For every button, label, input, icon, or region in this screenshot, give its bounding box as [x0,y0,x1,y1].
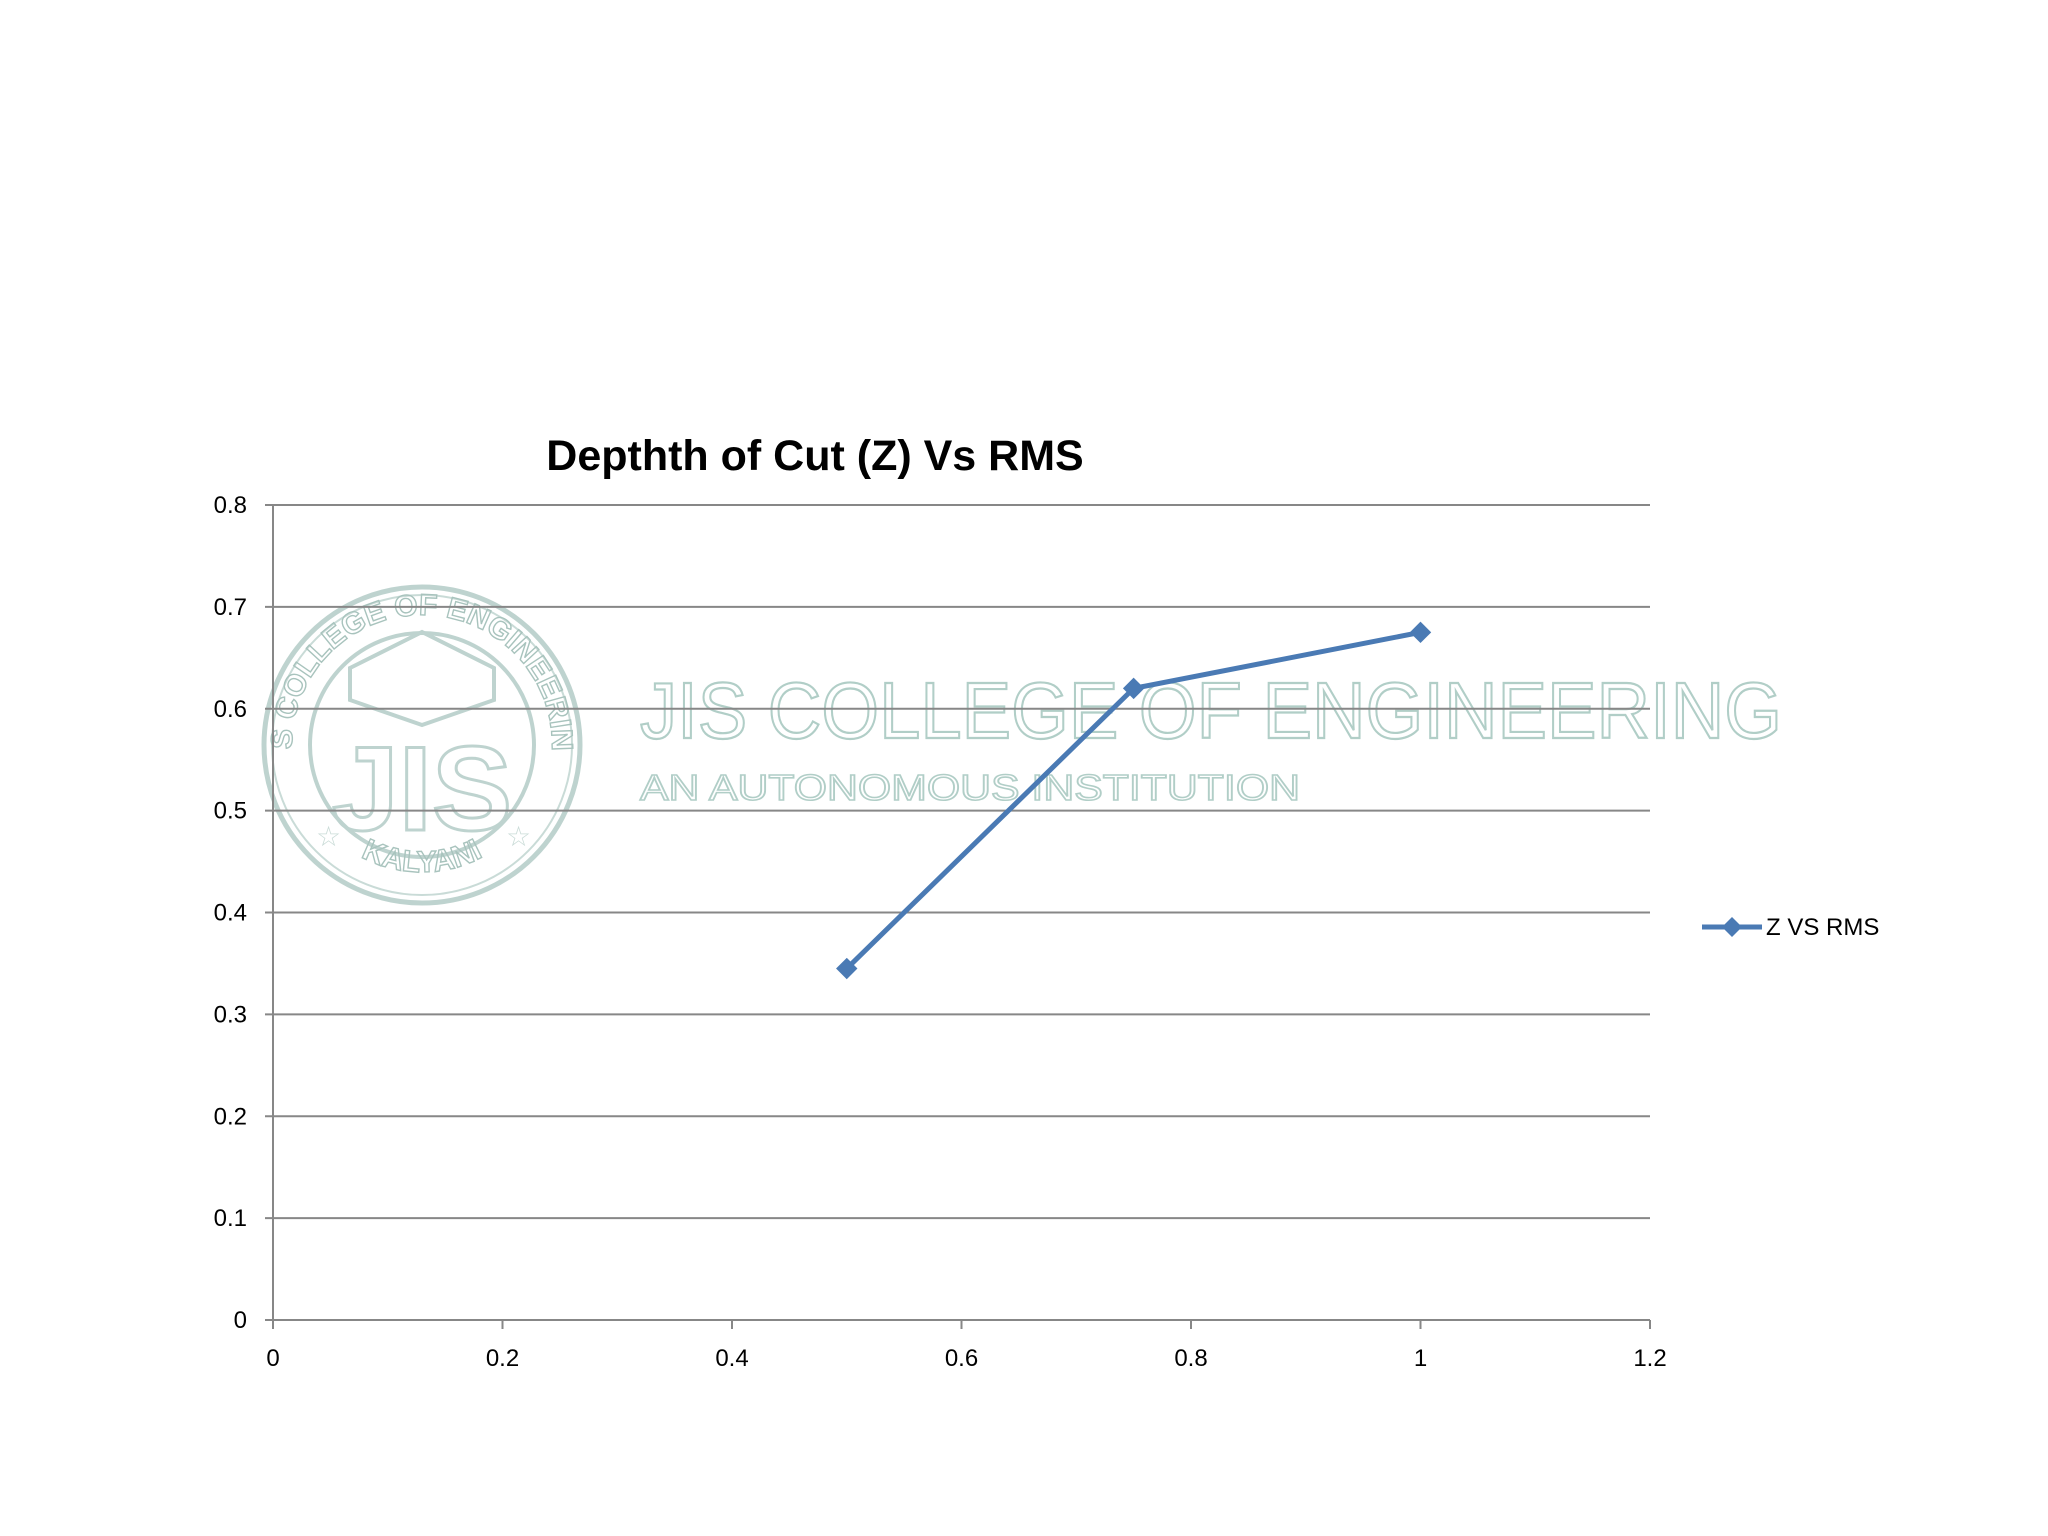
data-point-marker [1409,621,1432,644]
y-tick-label: 0.5 [214,798,247,825]
watermark-cap-icon [348,629,496,728]
y-tick-label: 0 [234,1307,247,1334]
y-tick-label: 0.7 [214,594,247,621]
legend-label: Z VS RMS [1766,914,1879,941]
x-axis-ticks: 0 0.2 0.4 0.6 0.8 1 1.2 [266,1320,1667,1372]
x-tick-label: 1 [1414,1345,1427,1372]
x-tick-label: 0.2 [486,1345,519,1372]
chart-title: Depthth of Cut (Z) Vs RMS [546,432,1083,480]
grid [273,504,1650,1220]
y-tick-label: 0.2 [214,1103,247,1130]
y-tick-label: 0.6 [214,696,247,723]
y-tick-label: 0.4 [214,900,247,927]
x-tick-label: 0.6 [945,1345,978,1372]
y-tick-label: 0.3 [214,1001,247,1028]
y-axis-ticks: 0 0.1 0.2 0.3 0.4 0.5 0.6 0.7 0.8 [214,492,273,1334]
x-tick-label: 0.4 [715,1345,748,1372]
watermark-star-icon: ☆ [506,820,531,853]
watermark-star-icon: ☆ [316,820,341,853]
watermark-seal: JIS COLLEGE OF ENGINEERING KALYANI ☆ ☆ J… [0,0,583,906]
y-tick-label: 0.1 [214,1205,247,1232]
data-point-marker [1122,677,1145,700]
x-tick-label: 0.8 [1174,1345,1207,1372]
watermark-subtitle: AN AUTONOMOUS INSTITUTION [640,767,1300,808]
watermark-name: JIS COLLEGE OF ENGINEERING [640,666,1782,755]
x-tick-label: 0 [266,1345,279,1372]
data-point-marker [836,957,858,980]
watermark-seal-top-text: JIS COLLEGE OF ENGINEERING [0,0,578,751]
x-tick-label: 1.2 [1633,1345,1666,1372]
legend: Z VS RMS [1702,914,1879,941]
legend-marker [1722,917,1742,937]
series-layer [836,621,1432,980]
watermark-monogram: JIS [332,722,512,856]
y-tick-label: 0.8 [214,492,247,519]
